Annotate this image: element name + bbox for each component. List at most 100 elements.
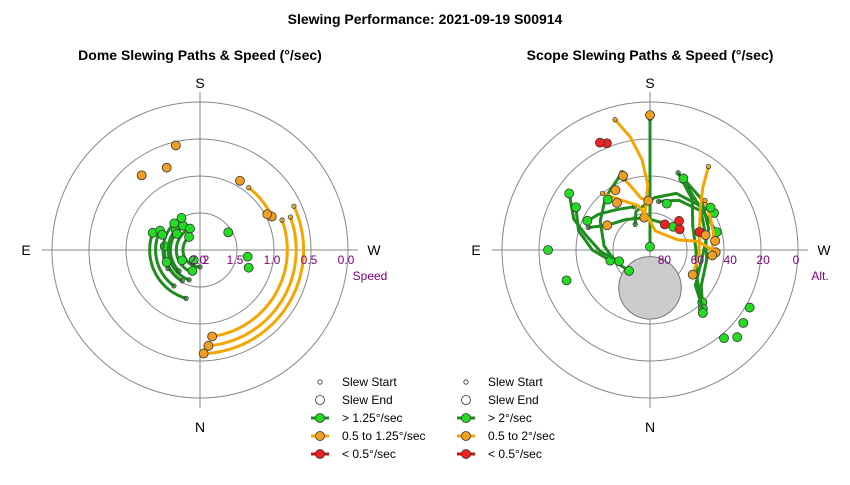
scope-slew-point bbox=[674, 224, 685, 235]
scope-slew-path bbox=[633, 191, 716, 226]
dome-slew-point bbox=[157, 229, 168, 240]
dome-slew-arc bbox=[154, 229, 176, 288]
dome-tick-label: 1.0 bbox=[264, 253, 281, 267]
dome-legend-swatch bbox=[315, 431, 325, 441]
scope-slew-start-marker bbox=[632, 221, 638, 227]
dome-slew-start-marker bbox=[246, 185, 252, 191]
dome-tick-label: 0.0 bbox=[338, 253, 355, 267]
dome-slew-end-marker bbox=[198, 348, 209, 359]
scope-slew-point bbox=[700, 230, 711, 241]
scope-legend-label: > 2°/sec bbox=[488, 411, 532, 425]
dome-slew-start-marker bbox=[171, 283, 177, 289]
scope-legend-end-marker bbox=[461, 395, 471, 405]
dome-direction-right: W bbox=[367, 242, 381, 258]
scope-slew-start-marker bbox=[655, 198, 662, 205]
figure-title: Slewing Performance: 2021-09-19 S00914 bbox=[288, 11, 563, 27]
scope-slew-point bbox=[595, 137, 605, 148]
dome-slew-start-marker bbox=[287, 214, 293, 220]
scope-slew-end-marker bbox=[687, 269, 698, 280]
dome-slew-start-marker bbox=[291, 203, 297, 209]
scope-tick-label: 60 bbox=[691, 253, 705, 267]
scope-slew-point bbox=[738, 317, 749, 328]
scope-slew-start-marker bbox=[675, 170, 681, 176]
scope-direction-top: S bbox=[645, 75, 654, 91]
dome-slew-end-marker bbox=[184, 232, 194, 242]
scope-slew-point bbox=[744, 302, 755, 313]
dome-tick-label: 0.5 bbox=[301, 253, 318, 267]
dome-slew-end-marker bbox=[185, 223, 195, 234]
scope-direction-right: W bbox=[817, 242, 831, 258]
scope-legend-start-marker bbox=[463, 379, 469, 385]
dome-slew-end-marker bbox=[203, 340, 214, 351]
dome-slew-point bbox=[262, 209, 273, 220]
dome-legend-label: > 1.25°/sec bbox=[342, 411, 403, 425]
dome-slew-point bbox=[170, 140, 181, 151]
scope-shaded-region bbox=[618, 256, 682, 320]
scope-slew-point bbox=[561, 275, 572, 286]
scope-legend-label: 0.5 to 2°/sec bbox=[488, 429, 555, 443]
scope-slew-point bbox=[602, 194, 613, 205]
scope-slew-point bbox=[612, 197, 622, 208]
scope-slew-point bbox=[645, 110, 655, 121]
dome-slew-point bbox=[136, 170, 147, 181]
scope-direction-left: E bbox=[471, 242, 480, 258]
scope-slew-end-marker bbox=[582, 215, 593, 226]
scope-slew-path bbox=[567, 191, 621, 263]
scope-slew-point bbox=[732, 332, 743, 343]
scope-slew-path bbox=[613, 118, 650, 220]
scope-slew-point bbox=[571, 202, 581, 213]
dome-slew-point bbox=[161, 257, 172, 268]
dome-slew-point bbox=[242, 251, 253, 262]
scope-slew-end-marker bbox=[707, 250, 718, 261]
scope-polar-plot: S N E W 80 60 40 20 0 Alt. Slew Start Slew End > 2°/… bbox=[457, 75, 831, 461]
dome-slew-point bbox=[172, 228, 182, 239]
dome-legend-start-marker bbox=[317, 379, 323, 385]
scope-slew-start-marker bbox=[599, 190, 606, 196]
dome-slew-end-marker bbox=[176, 213, 187, 223]
dome-slew-start-marker bbox=[176, 268, 182, 274]
dome-direction-bottom: N bbox=[195, 419, 205, 435]
dome-legend-label: 0.5 to 1.25°/sec bbox=[342, 429, 426, 443]
scope-slew-point bbox=[618, 170, 628, 181]
dome-slew-arc bbox=[206, 215, 298, 348]
dome-tick-label: 2 bbox=[203, 253, 210, 267]
scope-tick-label: 80 bbox=[658, 253, 672, 267]
scope-legend-swatch bbox=[461, 413, 471, 423]
scope-legend-label: < 0.5°/sec bbox=[488, 447, 542, 461]
dome-legend-label: Slew End bbox=[342, 393, 393, 407]
dome-legend-label: < 0.5°/sec bbox=[342, 447, 396, 461]
scope-slew-end-marker bbox=[645, 241, 655, 252]
scope-slew-path bbox=[681, 177, 711, 311]
scope-tick-label: 0 bbox=[793, 253, 800, 267]
dome-slew-arc bbox=[174, 227, 194, 274]
dome-legend-swatch bbox=[315, 413, 325, 423]
scope-slew-point bbox=[659, 219, 670, 230]
scope-slew-start-marker bbox=[705, 163, 712, 170]
dome-chart-title: Dome Slewing Paths & Speed (°/sec) bbox=[78, 47, 322, 63]
scope-slew-end-marker bbox=[614, 256, 624, 267]
scope-slew-end-marker bbox=[697, 308, 708, 318]
dome-slew-start-marker bbox=[183, 295, 189, 301]
scope-slew-point bbox=[719, 333, 729, 344]
dome-slew-point bbox=[187, 265, 198, 276]
scope-direction-bottom: N bbox=[645, 419, 655, 435]
dome-legend: Slew Start Slew End > 1.25°/sec 0.5 to 1.25… bbox=[311, 375, 426, 461]
dome-legend-end-marker bbox=[315, 395, 325, 405]
scope-legend-swatch bbox=[461, 449, 471, 459]
dome-slew-start-marker bbox=[186, 277, 192, 283]
dome-tick-label: 1.5 bbox=[227, 253, 244, 267]
scope-tick-label: 20 bbox=[756, 253, 770, 267]
dome-legend-label: Slew Start bbox=[342, 375, 397, 389]
scope-slew-path bbox=[585, 205, 636, 223]
dome-radial-axis-label: Speed bbox=[353, 269, 388, 283]
scope-slew-point bbox=[710, 235, 721, 246]
scope-legend-label: Slew End bbox=[488, 393, 539, 407]
dome-slew-arc bbox=[181, 235, 202, 269]
dome-slew-start-marker bbox=[197, 264, 203, 270]
scope-slew-path bbox=[574, 205, 612, 263]
dome-slew-point bbox=[235, 175, 245, 186]
scope-slew-point bbox=[661, 198, 672, 209]
